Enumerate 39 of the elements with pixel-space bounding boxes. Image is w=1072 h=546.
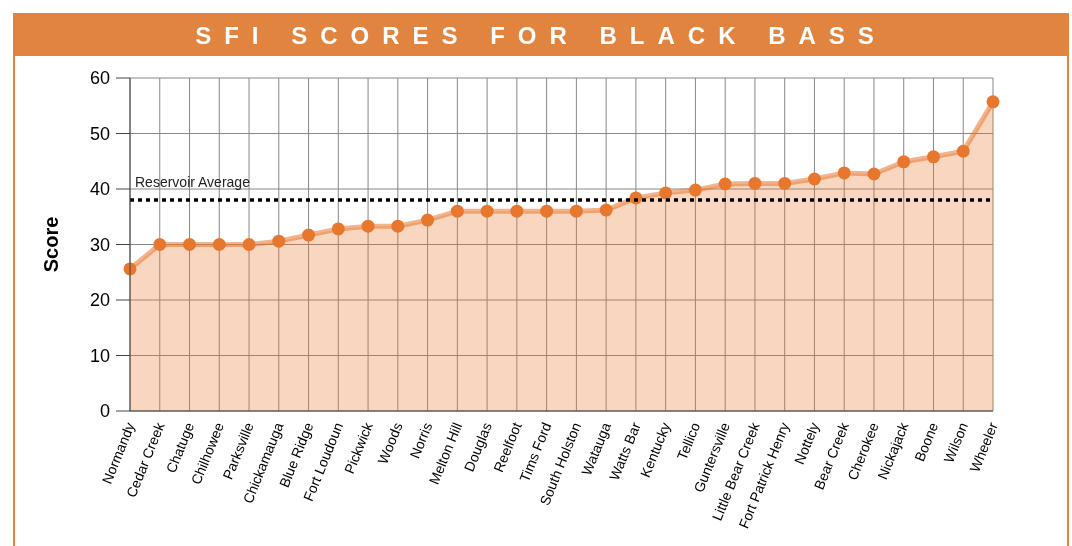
- x-tick-label: Boone: [911, 419, 942, 464]
- y-tick-label: 60: [89, 68, 110, 89]
- point: [153, 238, 167, 251]
- y-tick-label: 30: [89, 234, 110, 255]
- point: [986, 95, 1000, 109]
- point: [897, 155, 911, 169]
- point: [867, 167, 881, 181]
- point: [540, 204, 554, 218]
- point: [331, 222, 345, 236]
- y-tick-label: 20: [89, 290, 110, 311]
- point: [718, 177, 732, 191]
- point: [391, 219, 405, 233]
- ref-line-label: Reservoir Average: [135, 174, 251, 191]
- point: [599, 203, 613, 217]
- point: [748, 176, 762, 190]
- point: [688, 183, 702, 197]
- point: [956, 144, 970, 158]
- y-tick-label: 10: [89, 345, 110, 366]
- point: [421, 213, 435, 227]
- point: [212, 238, 226, 251]
- point: [183, 238, 197, 251]
- point: [361, 219, 375, 233]
- y-tick-label: 40: [89, 179, 110, 200]
- point: [480, 204, 494, 218]
- point: [450, 204, 464, 218]
- y-tick-label: 50: [89, 123, 110, 144]
- point: [778, 176, 792, 190]
- y-axis-title: Score: [40, 216, 62, 273]
- point: [242, 238, 256, 251]
- point: [659, 186, 673, 200]
- point: [302, 228, 316, 242]
- point: [837, 166, 851, 180]
- point: [510, 204, 524, 218]
- point: [926, 150, 940, 164]
- y-tick-label: 0: [99, 401, 110, 422]
- point: [272, 234, 286, 248]
- point: [807, 172, 821, 186]
- point: [569, 204, 583, 218]
- chart-title: SFI SCORES FOR BLACK BASS: [195, 22, 887, 49]
